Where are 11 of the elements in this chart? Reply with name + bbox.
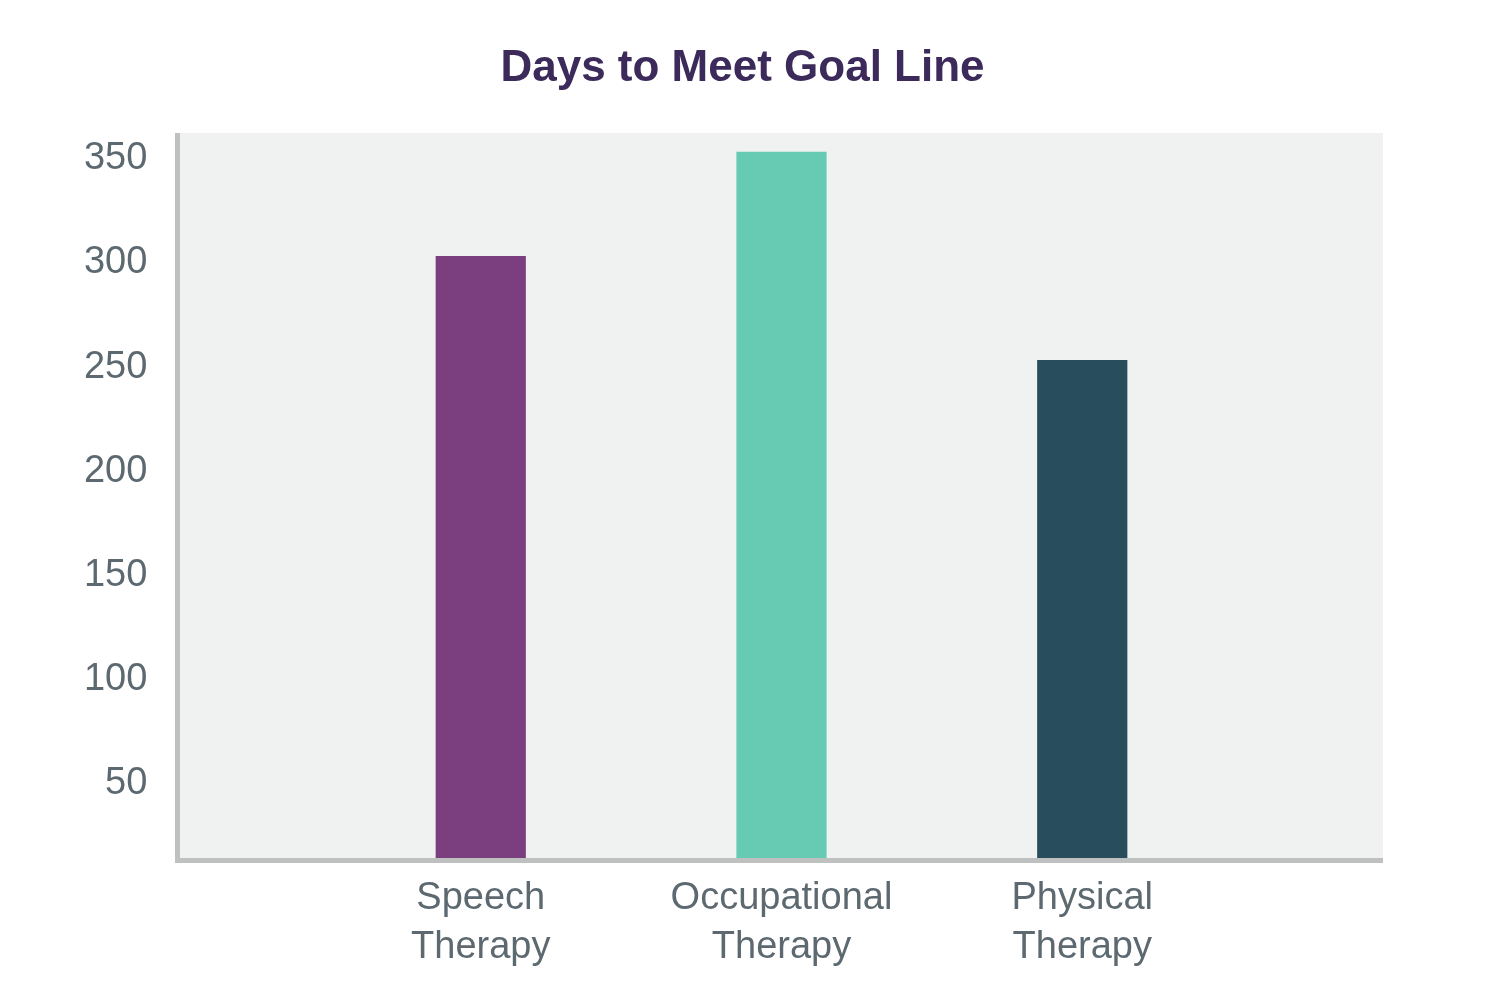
y-tick-label: 200 <box>83 447 148 490</box>
y-tick-label: 300 <box>83 239 148 282</box>
x-tick-label: Occupational Therapy <box>670 874 893 966</box>
y-tick-label: 350 <box>83 135 148 178</box>
chart-title: Days to Meet Goal Line <box>500 40 985 90</box>
x-tick-label: Physical Therapy <box>1011 874 1153 966</box>
x-tick-label: Speech Therapy <box>411 874 551 966</box>
y-tick-label: 250 <box>83 343 148 386</box>
y-tick-label: 100 <box>83 656 148 699</box>
y-tick-label: 50 <box>105 760 148 803</box>
y-tick-label: 150 <box>83 551 148 594</box>
